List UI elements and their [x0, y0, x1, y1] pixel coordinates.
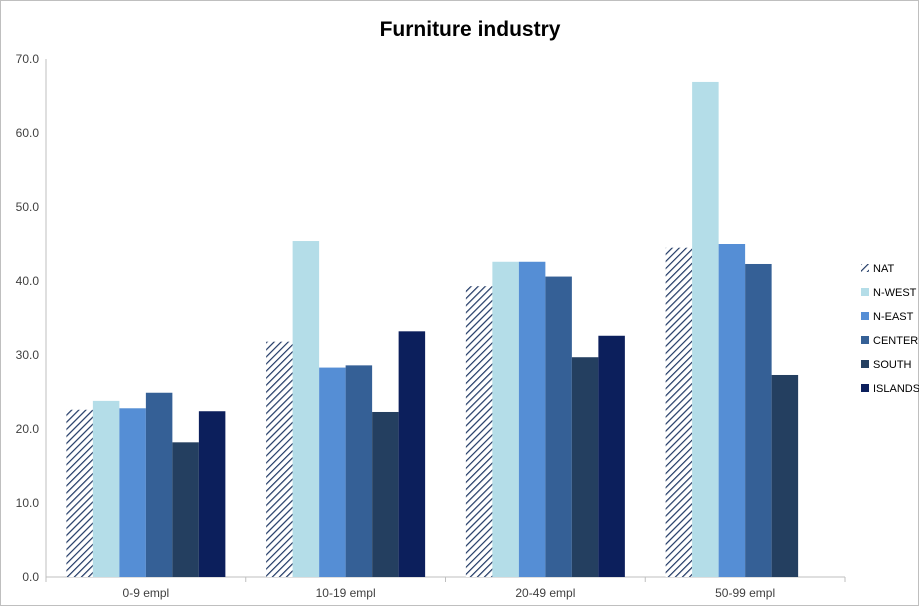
y-tick-label: 30.0 [16, 348, 40, 362]
x-tick-label: 0-9 empl [123, 586, 170, 600]
bar-south-2 [372, 411, 399, 577]
bar-n-east-2 [319, 367, 346, 577]
legend-label-south: SOUTH [873, 359, 912, 371]
bar-south-1 [172, 442, 199, 577]
chart-title: Furniture industry [379, 18, 561, 41]
legend-swatch-nat [861, 264, 869, 272]
bar-center-3 [545, 276, 572, 577]
bar-n-west-2 [292, 241, 320, 578]
bar-islands-3 [598, 335, 625, 577]
bar-n-east-3 [518, 261, 546, 577]
x-tick-label: 20-49 empl [515, 586, 575, 600]
y-tick-label: 70.0 [16, 52, 40, 66]
legend-label-n-east: N-EAST [873, 311, 914, 323]
bar-nat-2 [266, 341, 293, 577]
bar-n-east-1 [119, 408, 146, 577]
bar-n-west-1 [92, 400, 120, 577]
bar-islands-2 [398, 331, 426, 577]
bar-south-3 [571, 357, 599, 577]
x-tick-label: 50-99 empl [715, 586, 775, 600]
x-tick-label: 10-19 empl [316, 586, 376, 600]
legend-label-nat: NAT [873, 263, 894, 275]
y-tick-label: 10.0 [16, 496, 40, 510]
legend-swatch-center [861, 336, 869, 344]
legend-swatch-n-east [861, 312, 869, 320]
y-tick-label: 40.0 [16, 274, 40, 288]
legend-swatch-islands [861, 384, 869, 392]
legend-swatch-south [861, 360, 869, 368]
legend-swatch-n-west [861, 288, 869, 296]
y-tick-label: 50.0 [16, 200, 40, 214]
legend-label-center: CENTER [873, 335, 918, 347]
bar-center-4 [745, 263, 772, 577]
bar-nat-3 [465, 286, 493, 577]
bar-nat-4 [665, 247, 693, 577]
legend-label-islands: ISLANDS [873, 383, 919, 395]
bar-center-2 [345, 365, 373, 577]
bar-n-east-4 [718, 244, 746, 577]
bar-center-1 [145, 392, 173, 577]
bar-nat-1 [66, 409, 93, 577]
bar-n-west-4 [692, 81, 719, 577]
bar-n-west-3 [492, 261, 519, 577]
y-tick-label: 20.0 [16, 422, 40, 436]
y-tick-label: 0.0 [22, 570, 39, 584]
bar-south-4 [771, 374, 799, 577]
bar-islands-1 [198, 411, 226, 577]
legend-label-n-west: N-WEST [873, 287, 917, 299]
y-tick-label: 60.0 [16, 126, 40, 140]
